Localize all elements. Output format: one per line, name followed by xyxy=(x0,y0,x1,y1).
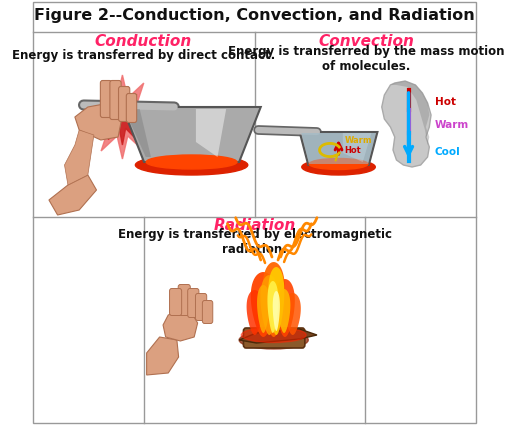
Polygon shape xyxy=(267,281,278,333)
Polygon shape xyxy=(122,107,261,162)
FancyBboxPatch shape xyxy=(196,294,207,320)
Polygon shape xyxy=(49,175,96,215)
Polygon shape xyxy=(163,311,198,341)
Polygon shape xyxy=(278,289,291,333)
Polygon shape xyxy=(257,285,270,333)
Text: Warm: Warm xyxy=(434,120,469,130)
Polygon shape xyxy=(147,337,179,375)
Polygon shape xyxy=(100,89,146,145)
FancyBboxPatch shape xyxy=(101,80,111,117)
Ellipse shape xyxy=(146,155,237,169)
Polygon shape xyxy=(124,109,151,157)
Polygon shape xyxy=(88,75,157,159)
FancyBboxPatch shape xyxy=(244,328,305,348)
FancyBboxPatch shape xyxy=(188,289,199,317)
Text: Warm: Warm xyxy=(345,136,372,145)
Text: Radiation: Radiation xyxy=(214,218,296,232)
Polygon shape xyxy=(301,133,376,164)
Polygon shape xyxy=(268,267,284,335)
Polygon shape xyxy=(285,293,301,335)
Polygon shape xyxy=(275,279,295,337)
Text: Convection: Convection xyxy=(318,34,414,48)
Polygon shape xyxy=(247,290,263,335)
Polygon shape xyxy=(382,81,431,167)
Polygon shape xyxy=(300,132,377,165)
Ellipse shape xyxy=(241,328,306,343)
Polygon shape xyxy=(391,81,429,145)
Polygon shape xyxy=(343,133,372,162)
Polygon shape xyxy=(196,109,226,157)
FancyBboxPatch shape xyxy=(202,300,213,323)
FancyBboxPatch shape xyxy=(126,94,137,122)
Ellipse shape xyxy=(239,331,308,349)
Polygon shape xyxy=(263,262,285,337)
Polygon shape xyxy=(75,103,122,140)
Text: Energy is transferred by direct contact.: Energy is transferred by direct contact. xyxy=(11,48,275,62)
Text: Energy is transferred by the mass motion
of molecules.: Energy is transferred by the mass motion… xyxy=(228,45,505,73)
Polygon shape xyxy=(272,291,280,331)
Polygon shape xyxy=(64,130,94,185)
Polygon shape xyxy=(251,272,276,337)
Text: Conduction: Conduction xyxy=(94,34,192,48)
Ellipse shape xyxy=(302,159,375,175)
Polygon shape xyxy=(261,275,278,335)
Text: Hot: Hot xyxy=(345,146,361,155)
Text: Cool: Cool xyxy=(434,147,460,157)
Polygon shape xyxy=(239,329,317,343)
FancyBboxPatch shape xyxy=(178,284,190,315)
Text: Figure 2--Conduction, Convection, and Radiation: Figure 2--Conduction, Convection, and Ra… xyxy=(34,8,475,23)
Text: Hot: Hot xyxy=(434,97,456,107)
Text: Energy is transferred by electromagnetic
radiation.: Energy is transferred by electromagnetic… xyxy=(118,228,392,256)
FancyBboxPatch shape xyxy=(34,2,476,423)
FancyBboxPatch shape xyxy=(119,87,130,122)
FancyBboxPatch shape xyxy=(110,80,121,119)
FancyBboxPatch shape xyxy=(170,289,182,315)
Ellipse shape xyxy=(309,159,368,170)
Ellipse shape xyxy=(135,155,248,175)
